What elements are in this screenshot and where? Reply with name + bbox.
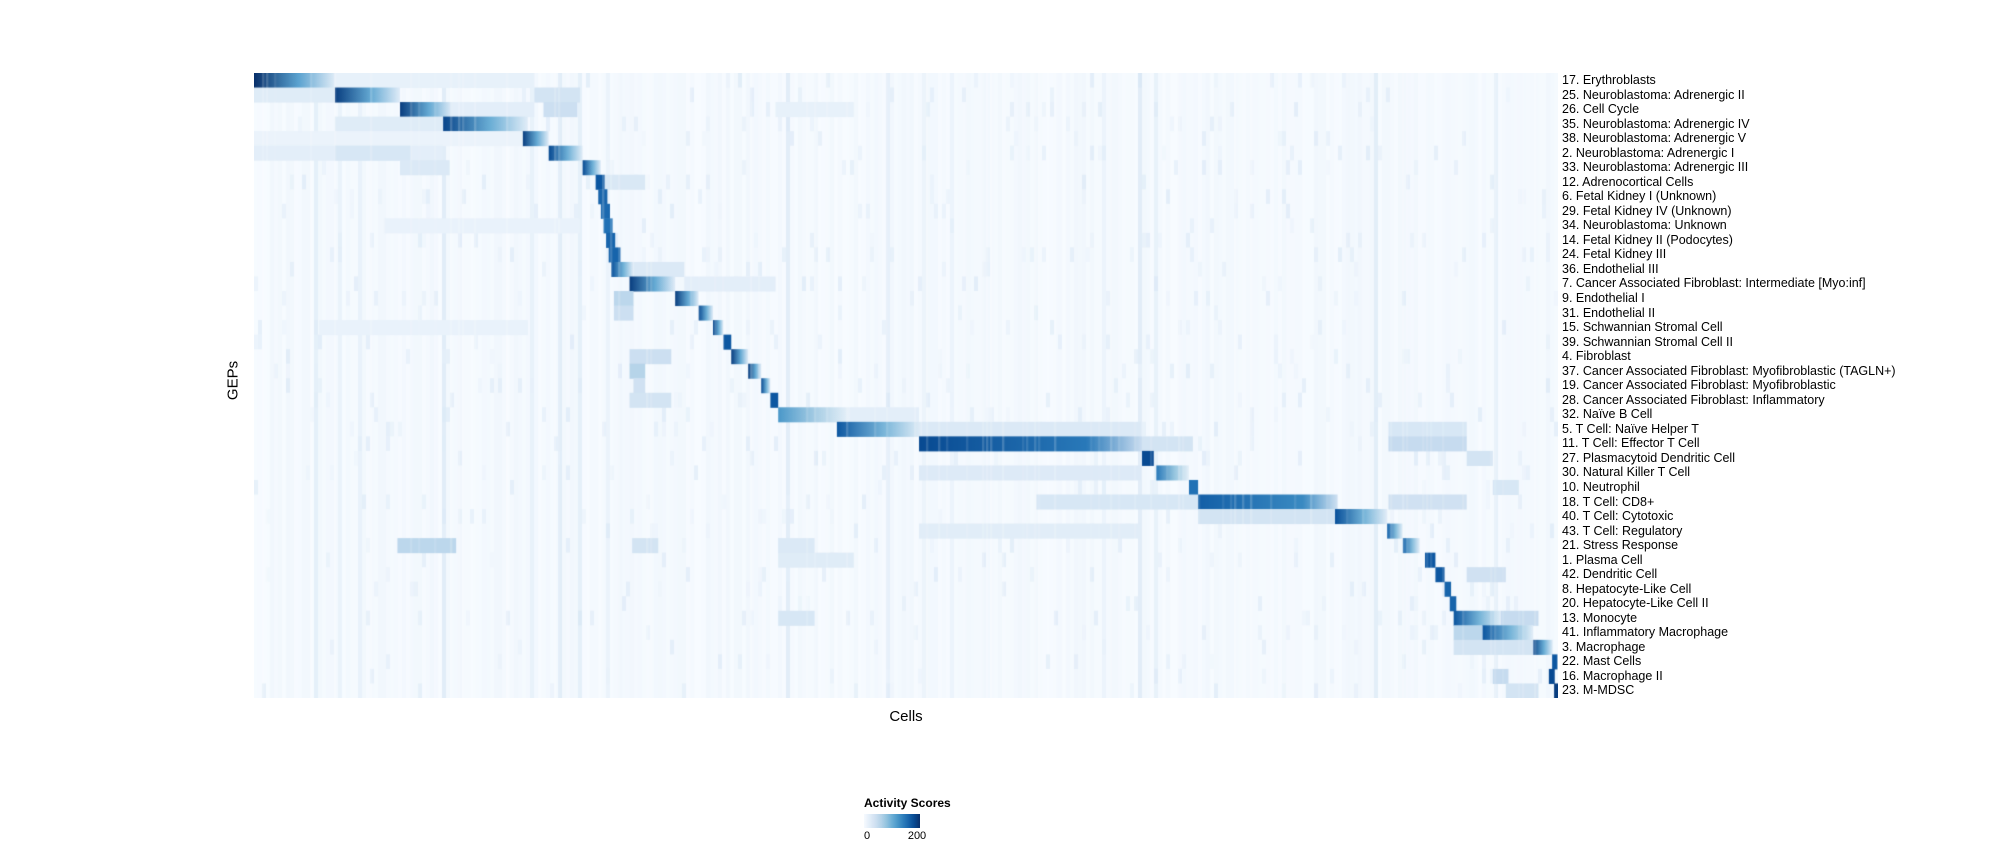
legend-tick-max: 200 xyxy=(907,830,927,842)
row-label: 12. Adrenocortical Cells xyxy=(1562,174,1694,189)
row-label: 10. Neutrophil xyxy=(1562,479,1640,494)
row-label: 29. Fetal Kidney IV (Unknown) xyxy=(1562,203,1732,218)
row-label: 43. T Cell: Regulatory xyxy=(1562,523,1683,538)
row-label: 1. Plasma Cell xyxy=(1562,552,1643,567)
row-label: 23. M-MDSC xyxy=(1562,683,1635,698)
row-label: 15. Schwannian Stromal Cell xyxy=(1562,320,1723,335)
row-label: 6. Fetal Kidney I (Unknown) xyxy=(1562,189,1717,204)
legend-ticks: 0 200 xyxy=(863,828,926,842)
row-label: 22. Mast Cells xyxy=(1562,654,1642,669)
legend: Activity Scores 0 200 xyxy=(864,796,951,842)
row-label: 41. Inflammatory Macrophage xyxy=(1562,625,1729,640)
row-label: 4. Fibroblast xyxy=(1562,349,1631,364)
row-label: 27. Plasmacytoid Dendritic Cell xyxy=(1562,450,1735,465)
row-label: 9. Endothelial I xyxy=(1562,291,1645,306)
row-label: 30. Natural Killer T Cell xyxy=(1562,465,1691,480)
row-label: 20. Hepatocyte-Like Cell II xyxy=(1562,596,1709,611)
row-label: 28. Cancer Associated Fibroblast: Inflam… xyxy=(1562,392,1825,407)
row-label: 16. Macrophage II xyxy=(1562,668,1663,683)
row-label: 13. Monocyte xyxy=(1562,610,1638,625)
row-label: 35. Neuroblastoma: Adrenergic IV xyxy=(1562,116,1750,131)
row-label: 3. Macrophage xyxy=(1562,639,1646,654)
row-label: 32. Naïve B Cell xyxy=(1562,407,1653,422)
row-label: 42. Dendritic Cell xyxy=(1562,567,1658,582)
row-label: 14. Fetal Kidney II (Podocytes) xyxy=(1562,232,1733,247)
row-label: 18. T Cell: CD8+ xyxy=(1562,494,1655,509)
row-label: 11. T Cell: Effector T Cell xyxy=(1562,436,1700,451)
y-axis-label: GEPs xyxy=(224,360,242,401)
x-axis-label: Cells xyxy=(889,708,923,725)
row-label: 34. Neuroblastoma: Unknown xyxy=(1562,218,1727,233)
row-label: 7. Cancer Associated Fibroblast: Interme… xyxy=(1562,276,1866,291)
row-label: 38. Neuroblastoma: Adrenergic V xyxy=(1562,131,1747,146)
row-label: 39. Schwannian Stromal Cell II xyxy=(1562,334,1733,349)
row-label: 24. Fetal Kidney III xyxy=(1562,247,1667,262)
legend-tick-min: 0 xyxy=(863,830,871,842)
row-label: 5. T Cell: Naïve Helper T xyxy=(1562,421,1699,436)
row-label: 31. Endothelial II xyxy=(1562,305,1656,320)
legend-colorbar xyxy=(864,814,920,828)
row-label: 8. Hepatocyte-Like Cell xyxy=(1562,581,1692,596)
row-labels: 17. Erythroblasts 25. Neuroblastoma: Adre… xyxy=(1562,73,2006,698)
legend-title: Activity Scores xyxy=(864,796,951,810)
row-label: 21. Stress Response xyxy=(1562,538,1679,553)
row-label: 26. Cell Cycle xyxy=(1562,102,1640,117)
row-label: 37. Cancer Associated Fibroblast: Myofib… xyxy=(1562,363,1896,378)
row-label: 19. Cancer Associated Fibroblast: Myofib… xyxy=(1562,378,1836,393)
heatmap-canvas xyxy=(254,73,1558,698)
row-label: 36. Endothelial III xyxy=(1562,261,1659,276)
row-label: 2. Neuroblastoma: Adrenergic I xyxy=(1562,145,1735,160)
row-label: 17. Erythroblasts xyxy=(1562,73,1656,87)
row-label: 25. Neuroblastoma: Adrenergic II xyxy=(1562,87,1745,102)
row-label: 40. T Cell: Cytotoxic xyxy=(1562,509,1674,524)
row-label: 33. Neuroblastoma: Adrenergic III xyxy=(1562,160,1749,175)
